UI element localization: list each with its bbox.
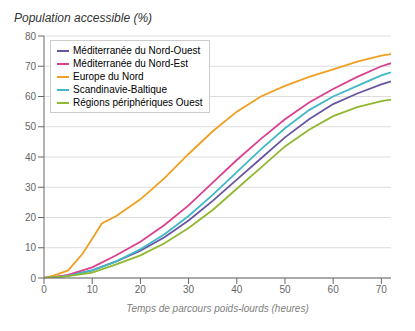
svg-text:80: 80: [25, 31, 37, 42]
html-text:Méditerranée du Nord-Ouest: Méditerranée du Nord-Ouest: [73, 45, 201, 56]
svg-text:40: 40: [231, 284, 243, 295]
html-text:Méditerranée du Nord-Est: Méditerranée du Nord-Est: [73, 58, 189, 69]
svg-text:0: 0: [30, 273, 36, 284]
html-text:Scandinavie-Baltique: Scandinavie-Baltique: [73, 84, 167, 95]
svg-text:60: 60: [25, 91, 37, 102]
svg-text:10: 10: [25, 242, 37, 253]
svg-text:20: 20: [25, 212, 37, 223]
svg-text:30: 30: [183, 284, 195, 295]
svg-text:70: 70: [376, 284, 388, 295]
html-text:Population accessible (%): Population accessible (%): [14, 11, 153, 25]
html-text:Régions périphériques Ouest: Régions périphériques Ouest: [73, 97, 203, 108]
svg-text:50: 50: [25, 121, 37, 132]
svg-text:20: 20: [135, 284, 147, 295]
svg-text:Temps de parcours poids-lourds: Temps de parcours poids-lourds (heures): [126, 303, 309, 314]
svg-text:30: 30: [25, 182, 37, 193]
svg-text:50: 50: [279, 284, 291, 295]
svg-text:0: 0: [41, 284, 47, 295]
html-text:Europe du Nord: Europe du Nord: [73, 71, 144, 82]
svg-text:10: 10: [87, 284, 99, 295]
svg-text:70: 70: [25, 61, 37, 72]
svg-text:60: 60: [328, 284, 340, 295]
svg-text:40: 40: [25, 152, 37, 163]
